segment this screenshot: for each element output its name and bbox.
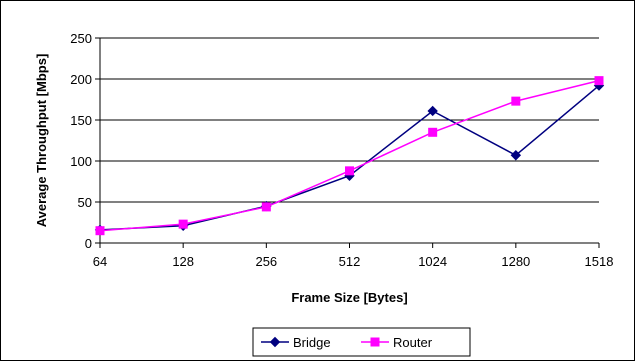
x-tick-label: 128 [172, 254, 194, 269]
x-tick-label: 64 [93, 254, 107, 269]
axes [95, 37, 600, 248]
series-line-bridge [99, 84, 600, 231]
data-point-router [95, 226, 105, 236]
y-tick-label: 0 [85, 236, 92, 251]
legend-label: Bridge [293, 335, 331, 350]
x-axis-title: Frame Size [Bytes] [291, 290, 407, 305]
legend-item-router: Router [361, 335, 433, 350]
legend-label: Router [393, 335, 433, 350]
x-tick-label: 1518 [585, 254, 614, 269]
data-point-router [594, 76, 604, 86]
series-router [95, 76, 604, 236]
gridlines [100, 37, 599, 203]
y-tick-labels: 0 50 100 150 200 250 [70, 31, 92, 251]
data-point-bridge [427, 105, 438, 117]
y-tick-label: 50 [78, 195, 92, 210]
legend-swatch-marker [370, 337, 380, 347]
y-tick-label: 200 [70, 72, 92, 87]
y-tick-label: 100 [70, 154, 92, 169]
series-bridge [94, 80, 605, 236]
series-line-router [99, 79, 600, 232]
x-tick-label: 1024 [418, 254, 447, 269]
x-tick-label: 1280 [501, 254, 530, 269]
x-tick-label: 512 [339, 254, 361, 269]
legend-item-bridge: Bridge [261, 335, 331, 350]
y-axis-title: Average Throughput [Mbps] [34, 54, 49, 228]
legend: Bridge Router [252, 327, 471, 357]
y-tick-label: 150 [70, 113, 92, 128]
y-tick-label: 250 [70, 31, 92, 46]
legend-swatch-marker [269, 336, 281, 348]
data-point-router [178, 219, 188, 229]
data-point-router [511, 96, 521, 106]
x-tick-label: 256 [255, 254, 277, 269]
data-point-router [261, 202, 271, 212]
data-point-router [428, 127, 438, 137]
data-point-router [345, 166, 354, 176]
data-point-bridge [510, 150, 522, 161]
series-layer [94, 76, 605, 236]
x-tick-labels: 64 128 256 512 1024 1280 1518 [93, 254, 614, 269]
